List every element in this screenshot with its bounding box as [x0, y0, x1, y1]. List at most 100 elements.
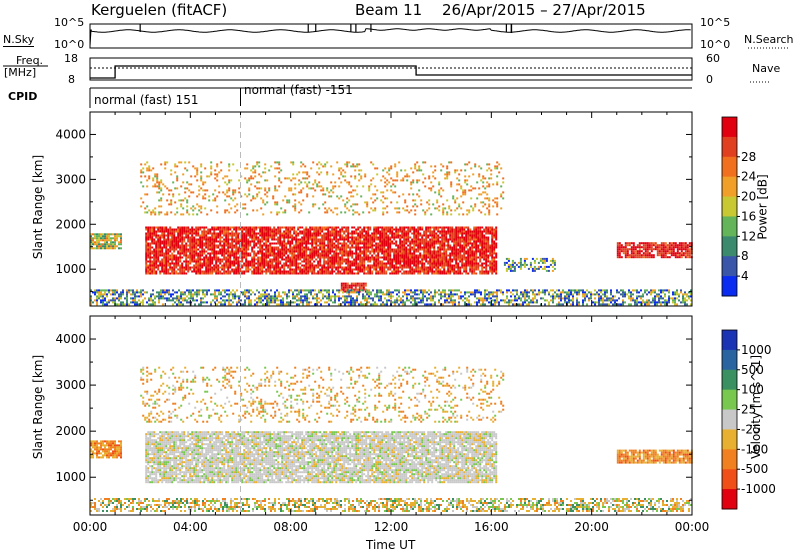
heatmap-cell: [451, 236, 454, 239]
heatmap-cell: [315, 244, 318, 247]
heatmap-cell: [481, 246, 484, 249]
heatmap-cell: [298, 183, 301, 186]
heatmap-cell: [229, 228, 232, 231]
heatmap-cell: [134, 297, 136, 300]
heatmap-cell: [326, 211, 329, 214]
heatmap-cell: [114, 247, 116, 250]
heatmap-cell: [374, 185, 377, 188]
heatmap-cell: [327, 262, 330, 265]
heatmap-cell: [156, 181, 159, 184]
heatmap-cell: [227, 264, 230, 267]
heatmap-cell: [469, 254, 472, 257]
heatmap-cell: [324, 193, 327, 196]
heatmap-cell: [448, 205, 451, 208]
heatmap-cell: [252, 209, 255, 212]
heatmap-cell: [217, 228, 220, 231]
heatmap-cell: [243, 238, 246, 241]
heatmap-cell: [233, 238, 236, 241]
heatmap-cell: [284, 209, 287, 212]
heatmap-cell: [263, 258, 266, 261]
heatmap-cell: [237, 262, 240, 265]
heatmap-cell: [274, 189, 277, 192]
heatmap-cell: [487, 248, 490, 251]
heatmap-cell: [467, 242, 470, 245]
heatmap-cell: [307, 268, 310, 271]
heatmap-cell: [419, 252, 422, 255]
heatmap-cell: [365, 254, 368, 257]
heatmap-cell: [461, 236, 464, 239]
heatmap-cell: [179, 248, 182, 251]
heatmap-cell: [158, 187, 161, 190]
heatmap-cell: [454, 169, 457, 172]
heatmap-cell: [383, 234, 386, 237]
heatmap-cell: [152, 209, 155, 212]
heatmap-cell: [92, 237, 94, 240]
heatmap-cell: [96, 301, 98, 304]
nave-tick-top: 60: [706, 52, 720, 65]
heatmap-cell: [245, 238, 248, 241]
heatmap-cell: [436, 201, 439, 204]
heatmap-cell: [157, 246, 160, 249]
heatmap-cell: [455, 238, 458, 241]
heatmap-cell: [197, 264, 200, 267]
heatmap-cell: [305, 236, 308, 239]
heatmap-cell: [267, 270, 270, 273]
heatmap-cell: [94, 289, 96, 292]
heatmap-cell: [211, 226, 214, 229]
heatmap-cell: [340, 195, 343, 198]
heatmap-cell: [461, 232, 464, 235]
heatmap-cell: [349, 272, 352, 275]
heatmap-cell: [153, 232, 156, 235]
heatmap-cell: [165, 234, 168, 237]
heatmap-cell: [149, 250, 152, 253]
heatmap-cell: [337, 230, 340, 233]
heatmap-cell: [401, 252, 404, 255]
heatmap-cell: [331, 244, 334, 247]
heatmap-cell: [425, 240, 428, 243]
heatmap-cell: [312, 187, 315, 190]
heatmap-cell: [148, 177, 151, 180]
heatmap-cell: [371, 272, 374, 275]
heatmap-cell: [149, 266, 152, 269]
heatmap-cell: [442, 209, 445, 212]
heatmap-cell: [455, 252, 458, 255]
heatmap-cell: [200, 175, 203, 178]
heatmap-cell: [285, 228, 288, 231]
heatmap-cell: [465, 232, 468, 235]
heatmap-cell: [196, 167, 199, 170]
heatmap-cell: [263, 242, 266, 245]
heatmap-cell: [357, 246, 360, 249]
heatmap-cell: [269, 232, 272, 235]
heatmap-cell: [488, 183, 491, 186]
heatmap-cell: [313, 260, 316, 263]
heatmap-cell: [451, 270, 454, 273]
heatmap-cell: [279, 236, 282, 239]
heatmap-cell: [452, 197, 455, 200]
heatmap-cell: [327, 232, 330, 235]
heatmap-cell: [231, 238, 234, 241]
heatmap-cell: [185, 234, 188, 237]
heatmap-cell: [301, 242, 304, 245]
heatmap-cell: [491, 262, 494, 265]
heatmap-cell: [415, 234, 418, 237]
heatmap-cell: [291, 250, 294, 253]
heatmap-cell: [266, 201, 269, 204]
heatmap-cell: [403, 226, 406, 229]
heatmap-cell: [287, 254, 290, 257]
heatmap-cell: [296, 173, 299, 176]
heatmap-cell: [435, 270, 438, 273]
heatmap-cell: [423, 268, 426, 271]
heatmap-cell: [465, 244, 468, 247]
heatmap-cell: [221, 268, 224, 271]
heatmap-cell: [477, 234, 480, 237]
heatmap-cell: [147, 250, 150, 253]
heatmap-cell: [443, 246, 446, 249]
heatmap-cell: [395, 254, 398, 257]
heatmap-cell: [330, 209, 333, 212]
heatmap-cell: [192, 295, 194, 298]
heatmap-cell: [353, 246, 356, 249]
heatmap-cell: [486, 207, 489, 210]
heatmap-cell: [360, 284, 363, 287]
heatmap-cell: [410, 209, 413, 212]
heatmap-cell: [409, 244, 412, 247]
